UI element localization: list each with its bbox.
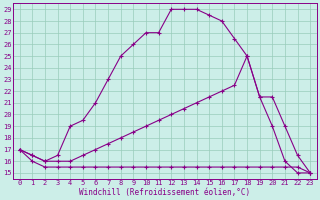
- X-axis label: Windchill (Refroidissement éolien,°C): Windchill (Refroidissement éolien,°C): [79, 188, 251, 197]
